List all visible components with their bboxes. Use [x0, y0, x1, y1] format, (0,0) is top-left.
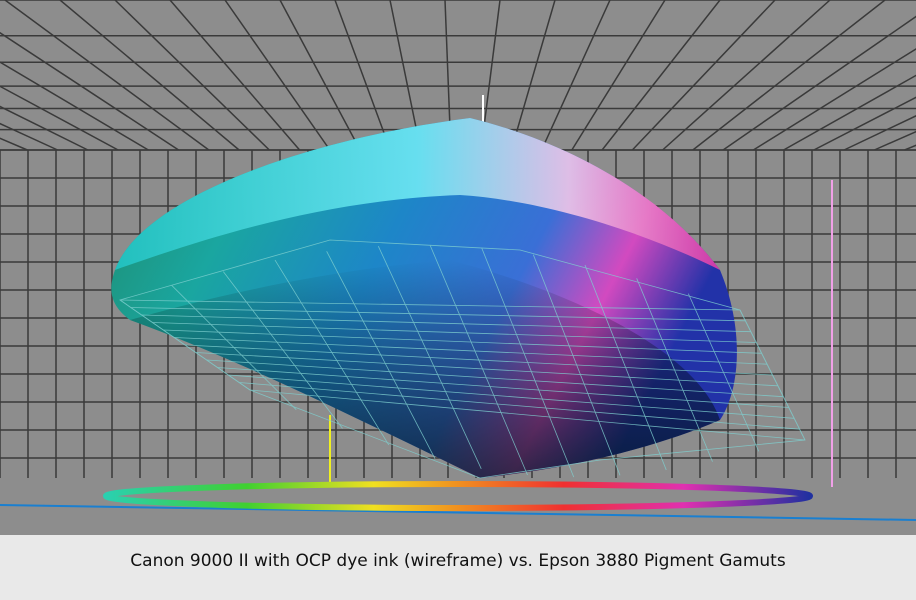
wire-line	[195, 352, 778, 387]
ceiling-line	[0, 85, 119, 151]
wire-line	[481, 247, 575, 478]
axis-b	[0, 504, 916, 521]
wire-line	[130, 307, 746, 322]
caption: Canon 9000 II with OCP dye ink (wirefram…	[130, 551, 786, 571]
ceiling-line	[114, 0, 270, 151]
wire-line	[206, 359, 784, 398]
ceiling-line	[813, 96, 916, 151]
ceiling-line	[0, 105, 89, 151]
ceiling-line	[571, 0, 666, 151]
color-ring	[103, 481, 813, 511]
wire-line	[739, 309, 806, 441]
wire-line	[532, 254, 621, 476]
ceiling-line	[843, 115, 916, 151]
ceiling-line	[224, 0, 331, 151]
wire-line	[217, 367, 789, 408]
ceiling-line	[783, 74, 916, 151]
ceiling-line	[662, 0, 831, 151]
gamut-top	[115, 118, 720, 270]
ceiling-line	[692, 0, 886, 151]
wire-line	[249, 389, 806, 441]
wire-line	[584, 264, 667, 471]
ceiling-line	[0, 61, 149, 151]
ceiling-line	[169, 0, 301, 151]
ceiling-line	[752, 48, 916, 151]
wire-line	[141, 314, 751, 333]
wire-line	[228, 374, 795, 419]
ceiling-line	[0, 31, 180, 151]
ceiling-line	[510, 0, 556, 151]
ceiling-line	[59, 0, 240, 151]
ceiling-line	[389, 0, 422, 151]
ceiling-line	[601, 0, 721, 151]
wire-line	[239, 382, 800, 430]
ceiling-line	[334, 0, 392, 151]
wire-line	[174, 337, 768, 365]
wire-line	[119, 299, 741, 311]
ceiling-line	[4, 0, 210, 151]
wire-line	[636, 278, 713, 462]
gamut-shadow	[130, 260, 720, 478]
wire-line	[152, 322, 757, 343]
wire-line	[163, 329, 762, 354]
ceiling-line	[631, 0, 776, 151]
ceiling-line	[0, 122, 58, 151]
ceiling-line	[540, 0, 611, 151]
ceiling-line	[722, 15, 916, 151]
dye-wireframe	[119, 239, 806, 479]
ceiling-line	[279, 0, 361, 151]
